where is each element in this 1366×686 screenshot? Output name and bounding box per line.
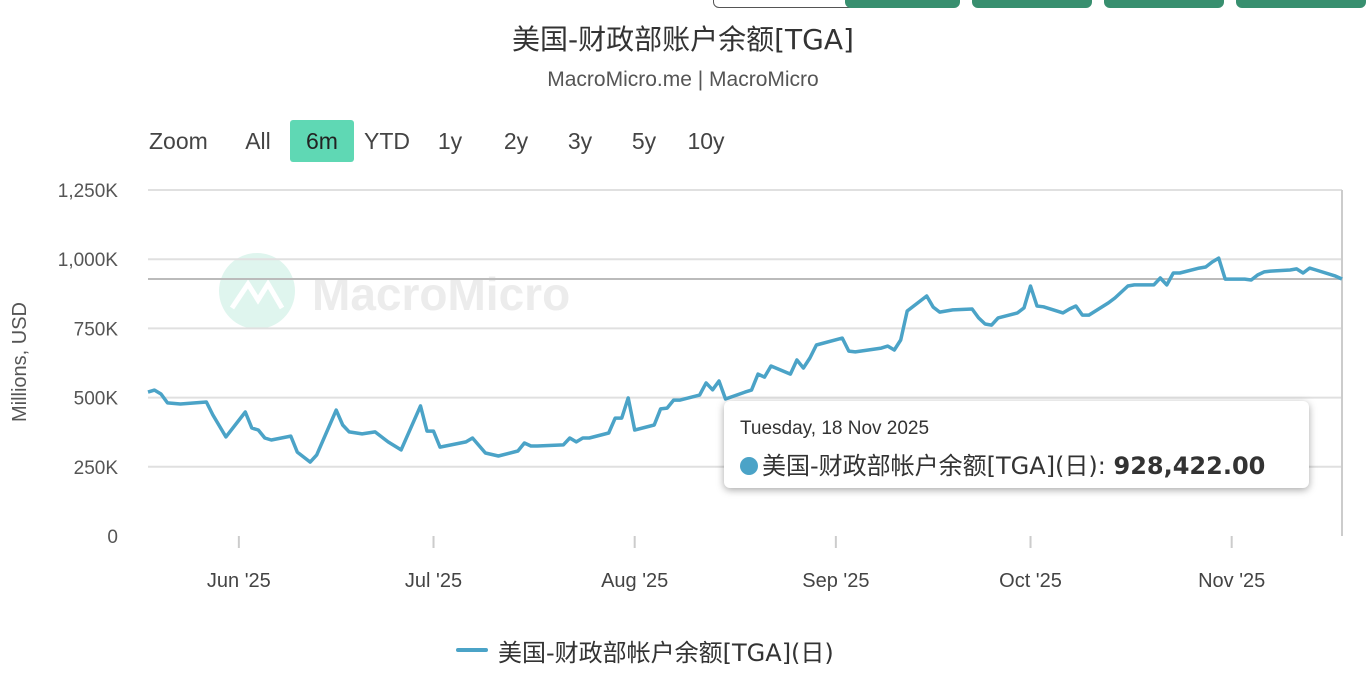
x-tick-label: Jul '25 [405, 570, 462, 592]
top-button-4[interactable] [1236, 0, 1366, 8]
range-button-6m[interactable]: 6m [290, 120, 354, 162]
series-dot-icon [740, 457, 758, 475]
x-tick-label: Oct '25 [999, 570, 1062, 592]
top-button-3[interactable] [1104, 0, 1224, 8]
chart-title: 美国-财政部账户余额[TGA] [512, 23, 854, 56]
legend-line-icon [456, 648, 488, 652]
tooltip: Tuesday, 18 Nov 2025 美国-财政部帐户余额[TGA](日):… [724, 401, 1309, 488]
series-line[interactable] [147, 256, 1343, 464]
y-tick-label: 1,000K [58, 250, 119, 271]
top-button-1[interactable] [845, 0, 960, 8]
watermark-logo-mark [229, 279, 285, 310]
range-button-5y[interactable]: 5y [631, 128, 657, 154]
range-button-ytd[interactable]: YTD [364, 128, 410, 154]
x-tick-label: Jun '25 [207, 570, 271, 592]
legend-item[interactable]: 美国-财政部帐户余额[TGA](日) [456, 632, 834, 668]
y-tick-label: 750K [74, 319, 119, 340]
x-tick-label: Nov '25 [1198, 570, 1265, 592]
chart-subtitle: MacroMicro.me | MacroMicro [547, 68, 819, 91]
range-button-all[interactable]: All [245, 128, 271, 154]
tooltip-date: Tuesday, 18 Nov 2025 [740, 418, 930, 439]
y-axis-label: Millions, USD [9, 302, 31, 422]
watermark: MacroMicro [219, 253, 570, 329]
x-tick-label: Aug '25 [601, 570, 668, 592]
watermark-text: MacroMicro [312, 268, 570, 320]
x-tick-label: Sep '25 [802, 570, 869, 592]
range-selector-label: Zoom [149, 128, 208, 154]
legend-label: 美国-财政部帐户余额[TGA](日) [498, 638, 834, 667]
y-tick-label: 1,250K [58, 181, 119, 202]
range-button-2y[interactable]: 2y [503, 128, 529, 154]
y-tick-label: 0 [107, 527, 118, 548]
range-button-1y[interactable]: 1y [437, 128, 463, 154]
range-button-3y[interactable]: 3y [567, 128, 593, 154]
tooltip-value: 928,422.00 [1113, 452, 1266, 480]
y-tick-label: 500K [74, 389, 119, 410]
y-tick-label: 250K [74, 458, 119, 479]
top-button-2[interactable] [972, 0, 1092, 8]
watermark-logo-icon [219, 253, 295, 329]
tooltip-series-name: 美国-财政部帐户余额[TGA](日) [762, 452, 1098, 480]
range-button-10y[interactable]: 10y [687, 128, 725, 154]
